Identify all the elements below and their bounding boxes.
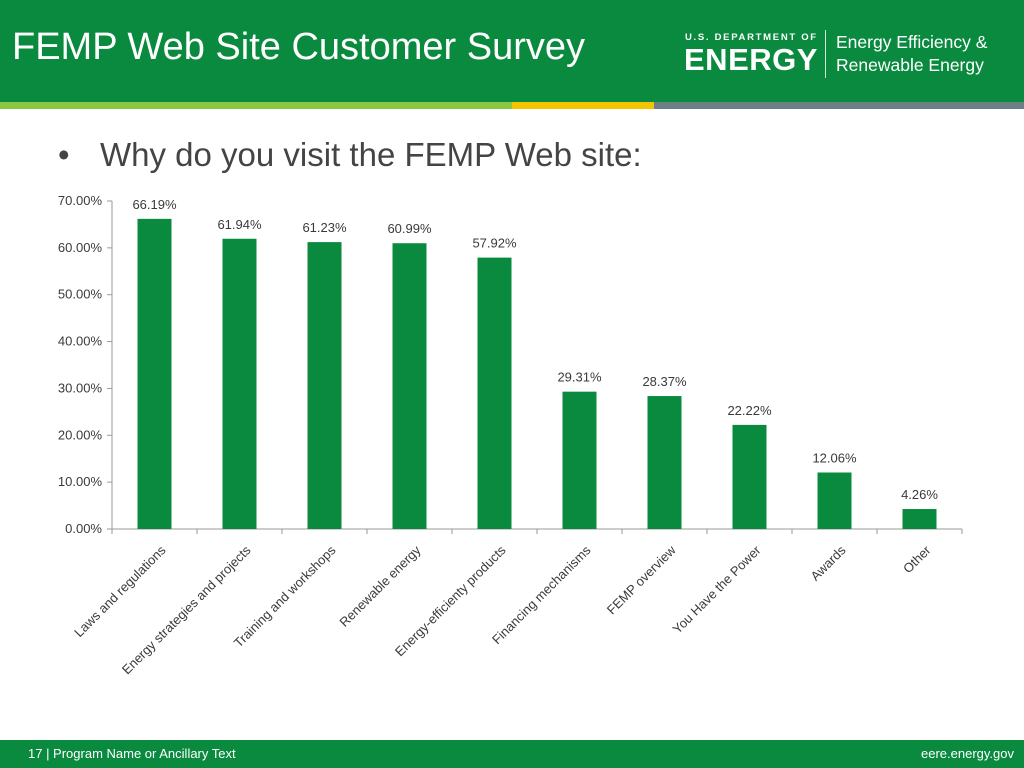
x-category-label: Laws and regulations bbox=[71, 542, 169, 640]
bar bbox=[307, 242, 342, 529]
x-category-label: FEMP overview bbox=[604, 542, 679, 617]
y-tick-label: 30.00% bbox=[58, 380, 103, 395]
slide-footer: 17 | Program Name or Ancillary Text eere… bbox=[0, 740, 1024, 768]
bar-value-label: 61.94% bbox=[217, 217, 262, 232]
bar-value-label: 57.92% bbox=[472, 236, 517, 251]
y-tick-label: 60.00% bbox=[58, 240, 103, 255]
footer-url: eere.energy.gov bbox=[921, 746, 1014, 761]
bullet-text: Why do you visit the FEMP Web site: bbox=[100, 136, 642, 173]
bar-value-label: 28.37% bbox=[642, 374, 687, 389]
bar-value-label: 22.22% bbox=[727, 403, 772, 418]
x-category-label: You Have the Power bbox=[670, 542, 765, 637]
y-tick-label: 0.00% bbox=[65, 521, 102, 536]
footer-page-text: 17 | Program Name or Ancillary Text bbox=[28, 746, 236, 761]
bar bbox=[817, 472, 852, 529]
x-category-label: Other bbox=[900, 542, 934, 576]
slide-title: FEMP Web Site Customer Survey bbox=[12, 26, 586, 68]
bullet-marker: • bbox=[58, 136, 70, 173]
eere-line-1: Energy Efficiency & bbox=[836, 32, 988, 52]
bar bbox=[477, 257, 512, 529]
bar bbox=[222, 238, 257, 530]
bar-chart: 0.00% 10.00% 20.00% 30.00% 40.00% 50.00% 60.00… bbox=[58, 193, 963, 677]
bar-value-label: 66.19% bbox=[132, 197, 177, 212]
bar bbox=[137, 218, 172, 529]
doe-logo: U.S. DEPARTMENT OF ENERGY bbox=[684, 32, 820, 77]
doe-logo-wordmark: ENERGY bbox=[684, 42, 818, 77]
bar-value-label: 29.31% bbox=[557, 370, 602, 385]
logo-divider bbox=[825, 30, 826, 78]
bar-value-label: 61.23% bbox=[302, 220, 347, 235]
accent-stripe-yellow bbox=[512, 102, 654, 109]
bar-value-label: 12.06% bbox=[812, 450, 857, 465]
bar-value-label: 4.26% bbox=[901, 487, 938, 502]
doe-logo-small-text: U.S. DEPARTMENT OF bbox=[685, 32, 818, 43]
accent-stripe-gray bbox=[654, 102, 1024, 109]
bar bbox=[902, 509, 937, 529]
slide-header: FEMP Web Site Customer Survey U.S. DEPAR… bbox=[0, 0, 1024, 102]
eere-logo-text: Energy Efficiency & Renewable Energy bbox=[836, 31, 987, 77]
x-category-label: Awards bbox=[808, 542, 849, 583]
eere-line-2: Renewable Energy bbox=[836, 55, 984, 75]
x-category-label: Renewable energy bbox=[336, 542, 424, 630]
bar bbox=[732, 424, 767, 529]
y-tick-label: 50.00% bbox=[58, 287, 103, 302]
bar bbox=[647, 396, 682, 529]
bar bbox=[562, 391, 597, 529]
y-tick-label: 10.00% bbox=[58, 474, 103, 489]
y-tick-label: 20.00% bbox=[58, 427, 103, 442]
bar-value-label: 60.99% bbox=[387, 221, 432, 236]
accent-stripe-green bbox=[0, 102, 512, 109]
y-tick-label: 70.00% bbox=[58, 193, 103, 208]
y-tick-label: 40.00% bbox=[58, 334, 103, 349]
x-category-label: Financing mechanisms bbox=[489, 542, 594, 647]
bar bbox=[392, 243, 427, 529]
